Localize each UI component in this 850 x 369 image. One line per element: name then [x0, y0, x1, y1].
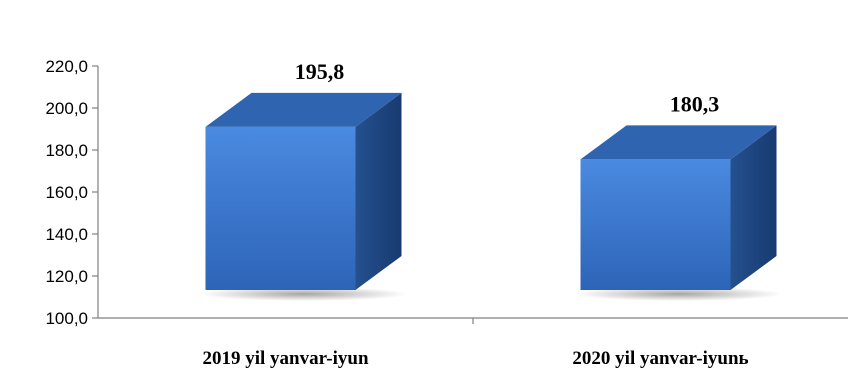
bar-shadow — [199, 287, 408, 301]
chart-axes: 100,0 120,0 140,0 160,0 180,0 200,0 220,0 — [45, 57, 848, 328]
bar-top-face — [205, 92, 402, 127]
y-tick-label: 100,0 — [45, 309, 88, 328]
y-tick-label: 200,0 — [45, 99, 88, 118]
y-tick-label: 180,0 — [45, 141, 88, 160]
y-tick-label: 140,0 — [45, 225, 88, 244]
data-label: 195,8 — [295, 59, 345, 84]
y-tick-label: 160,0 — [45, 183, 88, 202]
bar-top-face — [580, 125, 777, 160]
bar-side-face — [355, 92, 402, 290]
bar — [580, 159, 731, 290]
chart-bars — [199, 92, 783, 301]
bar-shadow — [574, 287, 783, 301]
y-tick-label: 220,0 — [45, 57, 88, 76]
x-category-label: 2019 yil yanvar-iyun — [202, 348, 369, 369]
x-category-label: 2020 yil yanvar-iyunь — [572, 348, 748, 369]
bar-side-face — [730, 125, 777, 291]
chart-labels: 195,8 2019 yil yanvar-iyun 180,3 2020 yil y… — [202, 59, 748, 369]
bar — [205, 126, 356, 290]
y-tick-label: 120,0 — [45, 267, 88, 286]
data-label: 180,3 — [670, 91, 720, 116]
